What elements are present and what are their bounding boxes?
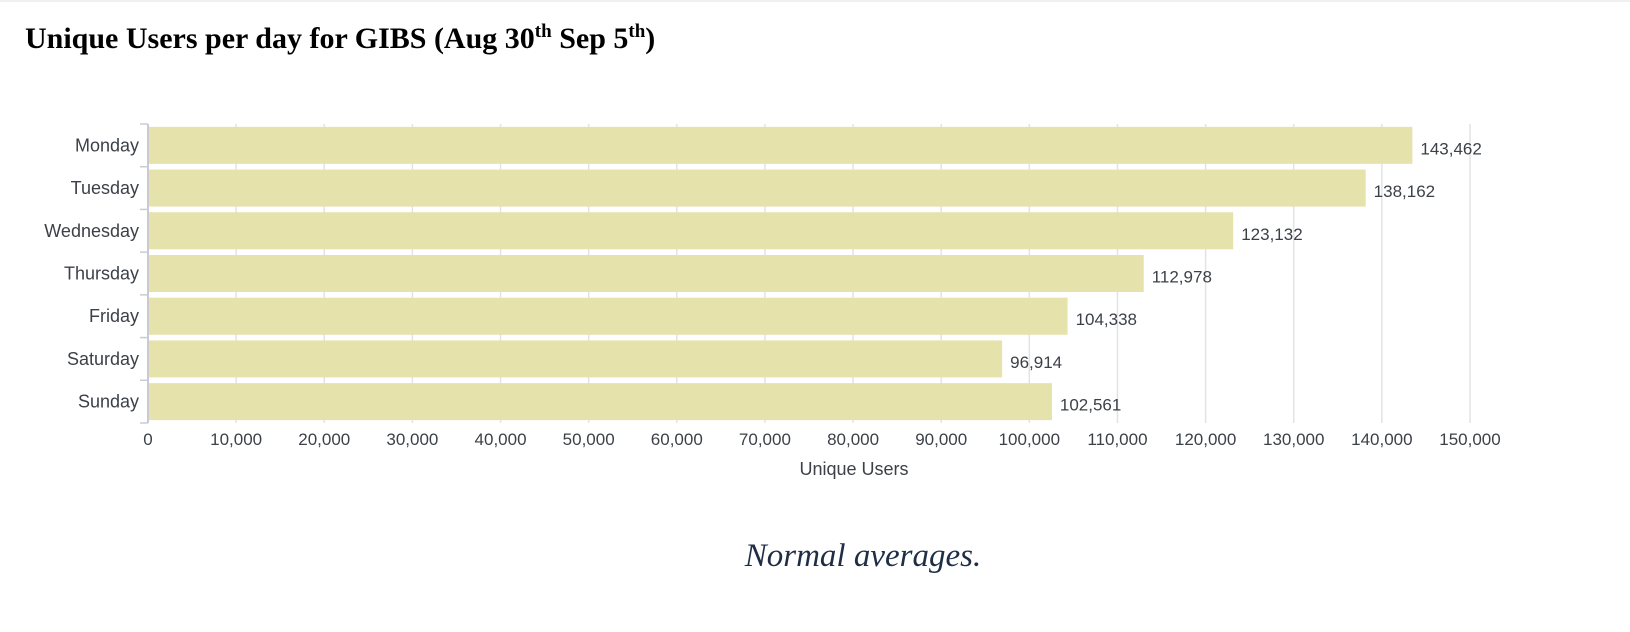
- bar: [149, 340, 1003, 378]
- x-tick-label: 60,000: [651, 430, 703, 449]
- title-middle: Sep 5: [551, 22, 629, 55]
- category-label: Wednesday: [44, 221, 139, 241]
- x-tick-label: 150,000: [1439, 430, 1500, 449]
- bar: [149, 212, 1234, 250]
- top-divider: [0, 0, 1630, 2]
- title-end: ): [645, 22, 656, 55]
- title-main: Unique Users per day for GIBS (Aug 30: [25, 22, 535, 55]
- x-tick-label: 130,000: [1263, 430, 1324, 449]
- category-label: Thursday: [64, 264, 139, 284]
- x-axis-title: Unique Users: [799, 459, 908, 479]
- caption: Normal averages.: [0, 538, 1630, 575]
- chart-title: Unique Users per day for GIBS (Aug 30th …: [25, 22, 655, 56]
- x-tick-label: 10,000: [210, 430, 262, 449]
- x-tick-label: 50,000: [563, 430, 615, 449]
- category-label: Sunday: [78, 392, 139, 412]
- bar: [149, 126, 1413, 164]
- x-tick-label: 40,000: [475, 430, 527, 449]
- value-label: 143,462: [1420, 139, 1481, 158]
- x-tick-label: 100,000: [999, 430, 1060, 449]
- x-tick-label: 0: [143, 430, 152, 449]
- value-label: 104,338: [1076, 310, 1137, 329]
- title-superscript-2: th: [628, 21, 646, 42]
- x-tick-label: 90,000: [915, 430, 967, 449]
- bar: [149, 169, 1366, 207]
- x-tick-label: 140,000: [1351, 430, 1412, 449]
- value-label: 96,914: [1010, 353, 1062, 372]
- value-label: 138,162: [1374, 182, 1435, 201]
- value-label: 102,561: [1060, 396, 1121, 415]
- bar: [149, 383, 1052, 421]
- x-tick-label: 20,000: [298, 430, 350, 449]
- bar: [149, 297, 1068, 335]
- category-label: Friday: [89, 306, 139, 326]
- caption-text: Normal averages.: [744, 538, 982, 574]
- x-tick-label: 120,000: [1175, 430, 1236, 449]
- value-label: 112,978: [1152, 268, 1212, 287]
- x-tick-label: 70,000: [739, 430, 791, 449]
- bar-chart: Monday 143,462 Tuesday 138,162 Wednesday 123,…: [44, 123, 1501, 479]
- value-label: 123,132: [1241, 225, 1302, 244]
- x-tick-label: 110,000: [1087, 430, 1147, 449]
- category-label: Saturday: [67, 349, 139, 369]
- x-tick-label: 80,000: [827, 430, 879, 449]
- category-label: Monday: [75, 135, 139, 155]
- bar: [149, 255, 1144, 292]
- x-tick-label: 30,000: [386, 430, 438, 449]
- category-label: Tuesday: [71, 178, 139, 198]
- title-superscript-1: th: [534, 21, 552, 42]
